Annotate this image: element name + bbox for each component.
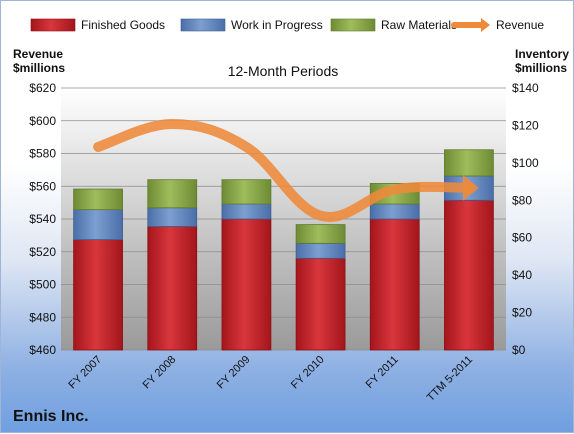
- x-tick-label: FY 2010: [289, 354, 327, 392]
- bar-finished-goods: [221, 218, 272, 351]
- bar-raw-materials: [444, 149, 494, 177]
- right-axis-label-line1: Inventory: [515, 47, 569, 61]
- revenue-line-arrowhead: [462, 174, 479, 201]
- x-tick-label: TTM 5-2011: [425, 354, 475, 404]
- legend: Finished Goods Work in Progress Raw Materi…: [30, 18, 544, 32]
- legend-swatch-arrowhead: [481, 18, 490, 32]
- right-axis-ticks: $0 $20 $40 $60 $80 $100 $120 $140: [512, 81, 539, 357]
- left-tick-label: $620: [29, 81, 56, 95]
- bar-layer: [73, 149, 494, 351]
- bar-work-in-progress: [369, 203, 420, 220]
- bar-finished-goods: [444, 199, 494, 351]
- left-axis-label-line1: Revenue: [13, 47, 63, 61]
- x-tick-label: FY 2007: [66, 354, 104, 392]
- bar-finished-goods: [295, 257, 346, 351]
- bar-raw-materials: [295, 224, 346, 244]
- legend-swatch-raw-materials: [330, 18, 376, 32]
- left-tick-label: $500: [29, 278, 56, 292]
- left-tick-label: $480: [29, 310, 56, 324]
- legend-label: Revenue: [496, 18, 544, 32]
- bar-finished-goods: [147, 226, 198, 351]
- legend-swatch-finished-goods: [30, 18, 76, 32]
- bar-finished-goods: [73, 239, 123, 351]
- right-tick-label: $80: [512, 193, 532, 207]
- left-tick-label: $540: [29, 212, 56, 226]
- left-axis-label-line2: $millions: [13, 61, 65, 75]
- bar-raw-materials: [221, 179, 272, 205]
- left-tick-label: $600: [29, 114, 56, 128]
- left-tick-label: $460: [29, 343, 56, 357]
- bar-work-in-progress: [147, 207, 198, 227]
- legend-swatch-work-in-progress: [180, 18, 226, 32]
- left-tick-label: $520: [29, 245, 56, 259]
- right-tick-label: $40: [512, 268, 532, 282]
- bar-raw-materials: [147, 179, 198, 209]
- left-tick-label: $580: [29, 147, 56, 161]
- company-name: Ennis Inc.: [13, 408, 89, 425]
- legend-label: Raw Materials: [381, 18, 457, 32]
- bar-work-in-progress: [221, 203, 272, 220]
- right-axis-label-line2: $millions: [515, 61, 567, 75]
- right-tick-label: $120: [512, 118, 539, 132]
- chart-title: 12-Month Periods: [228, 63, 339, 79]
- right-tick-label: $20: [512, 306, 532, 320]
- legend-label: Work in Progress: [231, 18, 323, 32]
- left-axis-ticks: $460 $480 $500 $520 $540 $560 $580 $600 $620: [29, 81, 56, 357]
- left-tick-label: $560: [29, 179, 56, 193]
- revenue-line: [93, 119, 474, 222]
- right-tick-label: $0: [512, 343, 526, 357]
- x-tick-label: FY 2008: [141, 354, 179, 392]
- x-tick-label: FY 2009: [215, 354, 253, 392]
- bar-work-in-progress: [295, 242, 346, 259]
- x-tick-label: FY 2011: [364, 354, 401, 391]
- right-tick-label: $100: [512, 156, 539, 170]
- x-axis-ticks: FY 2007 FY 2008 FY 2009 FY 2010 FY 2011 TTM 5…: [66, 354, 475, 404]
- right-tick-label: $60: [512, 231, 532, 245]
- bar-work-in-progress: [73, 209, 123, 240]
- right-tick-label: $140: [512, 81, 539, 95]
- bar-finished-goods: [369, 218, 420, 351]
- legend-label: Finished Goods: [81, 18, 165, 32]
- bar-raw-materials: [73, 188, 123, 211]
- revenue-line-layer: [93, 119, 479, 222]
